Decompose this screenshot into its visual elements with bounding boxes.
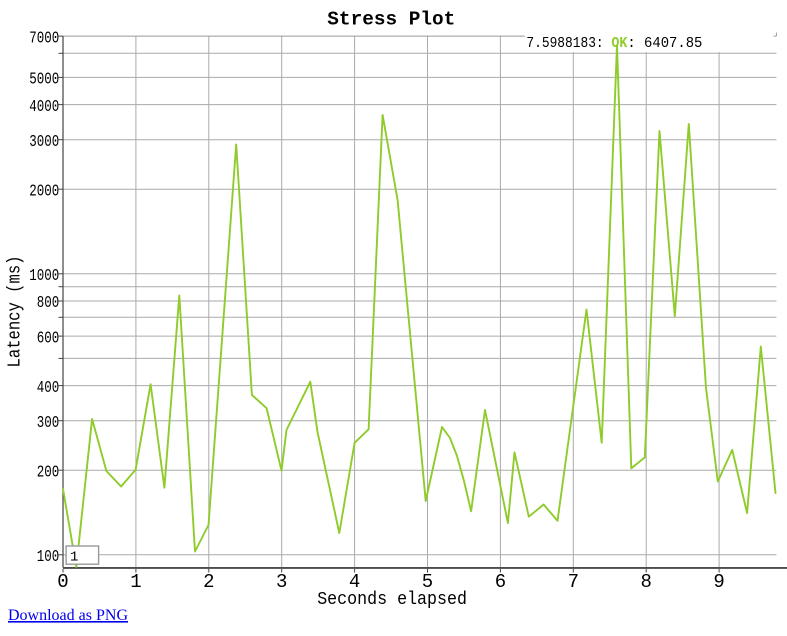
svg-text:Stress Plot: Stress Plot	[327, 8, 455, 30]
svg-text:0: 0	[57, 571, 68, 593]
svg-text:1: 1	[70, 550, 78, 566]
svg-text:1000: 1000	[29, 267, 59, 286]
svg-text:100: 100	[37, 548, 60, 567]
svg-text:2000: 2000	[29, 182, 59, 201]
svg-text:800: 800	[37, 294, 60, 313]
svg-text:OK: OK	[611, 35, 627, 52]
svg-text:Latency (ms): Latency (ms)	[6, 256, 26, 368]
svg-text:: 6407.85: : 6407.85	[627, 35, 702, 52]
svg-text:300: 300	[37, 414, 60, 433]
svg-text:600: 600	[37, 329, 60, 348]
svg-text:7.5988183:: 7.5988183:	[526, 35, 611, 52]
svg-text:2: 2	[203, 571, 214, 593]
svg-text:4: 4	[349, 571, 360, 593]
svg-text:5000: 5000	[29, 71, 59, 90]
svg-text:200: 200	[37, 463, 60, 482]
svg-text:400: 400	[37, 379, 60, 398]
svg-text:5: 5	[422, 571, 433, 593]
svg-text:3: 3	[276, 571, 287, 593]
svg-text:9: 9	[713, 571, 724, 593]
svg-text:3000: 3000	[29, 133, 59, 152]
svg-text:8: 8	[640, 571, 651, 593]
svg-text:7: 7	[568, 571, 579, 593]
svg-text:1: 1	[130, 571, 141, 593]
svg-text:Download as PNG: Download as PNG	[8, 607, 128, 624]
svg-text:6: 6	[495, 571, 506, 593]
svg-text:Seconds elapsed: Seconds elapsed	[317, 590, 467, 610]
svg-text:7000: 7000	[29, 29, 59, 48]
svg-text:4000: 4000	[29, 98, 59, 117]
